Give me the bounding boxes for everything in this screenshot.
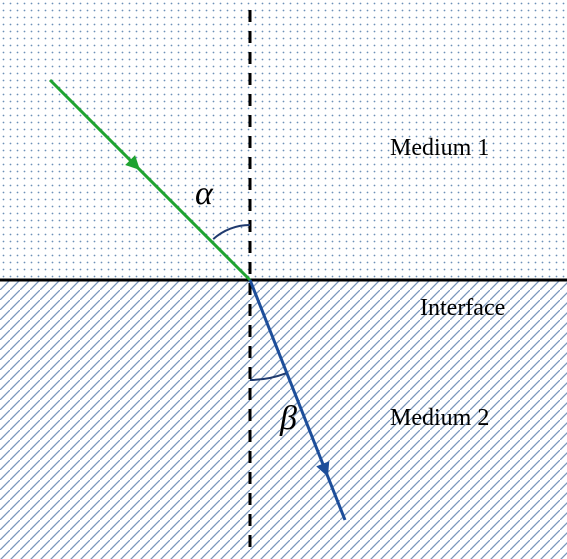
medium2-label: Medium 2	[390, 405, 489, 432]
beta-symbol: β	[280, 400, 297, 438]
diagram-stage: Medium 1 Medium 2 Interface α β	[0, 0, 567, 559]
diagram-svg	[0, 0, 567, 559]
medium1-label: Medium 1	[390, 135, 489, 162]
alpha-symbol: α	[195, 175, 213, 213]
interface-label: Interface	[420, 295, 505, 322]
